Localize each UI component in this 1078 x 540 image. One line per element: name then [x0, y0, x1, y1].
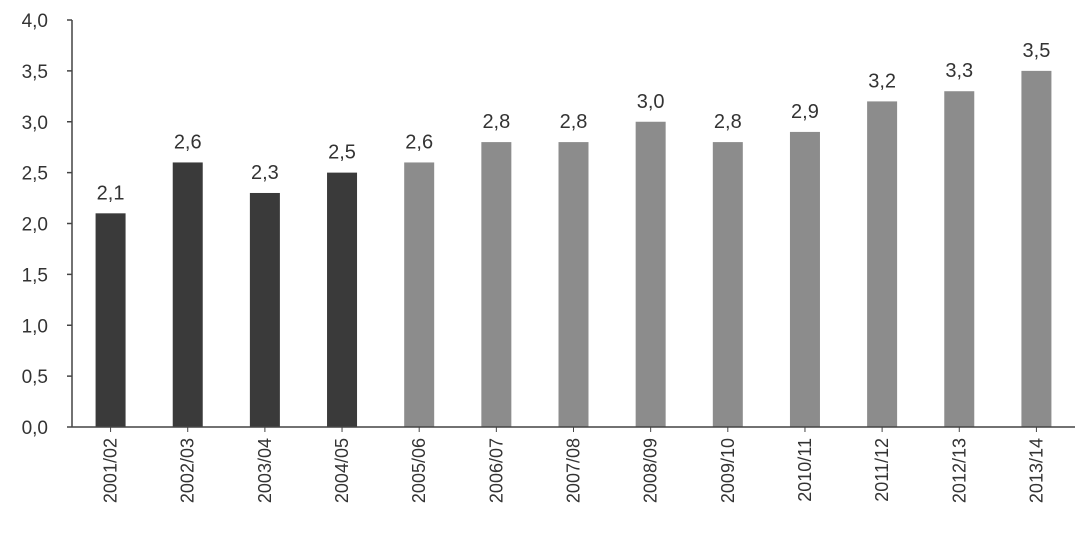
bar-2006-07 — [481, 142, 512, 427]
data-labels: 2,1 2,6 2,3 2,5 2,6 2,8 2,8 3,0 2,8 2,9 3,2 3,3 3,5 — [97, 40, 1051, 204]
y-tick-label: 4,0 — [22, 11, 48, 32]
x-tick-label: 2012/13 — [949, 438, 969, 503]
y-tick-label: 1,5 — [22, 265, 48, 286]
x-axis: 2001/02 2002/03 2003/04 2004/05 2005/06 2006/… — [72, 426, 1075, 503]
bar-2009-10 — [712, 142, 743, 427]
bar-2001-02 — [95, 213, 126, 427]
bar-2004-05 — [327, 172, 358, 427]
data-label: 2,9 — [791, 101, 819, 123]
data-label: 3,0 — [637, 91, 665, 113]
bars — [95, 70, 1052, 428]
bar-2005-06 — [404, 162, 435, 427]
y-tick-label: 0,5 — [22, 367, 48, 388]
bar-2013-14 — [1021, 70, 1052, 427]
y-tick-label: 2,0 — [22, 215, 48, 236]
y-tick-label: 1,0 — [22, 316, 48, 337]
x-tick-label: 2009/10 — [718, 438, 738, 503]
y-tick-label: 0,0 — [22, 418, 48, 439]
bar-2003-04 — [249, 192, 280, 427]
data-label: 2,6 — [405, 131, 433, 153]
bar-2008-09 — [635, 121, 666, 427]
data-label: 2,1 — [97, 182, 125, 204]
x-tick-label: 2005/06 — [409, 438, 429, 503]
y-tick-label: 3,0 — [22, 113, 48, 134]
x-tick-label: 2004/05 — [332, 438, 352, 503]
x-tick-label: 2007/08 — [564, 438, 584, 503]
data-label: 3,3 — [945, 60, 973, 82]
bar-2007-08 — [558, 142, 589, 427]
data-label: 3,2 — [868, 70, 896, 92]
bar-2002-03 — [172, 162, 203, 427]
y-tick-label: 3,5 — [22, 62, 48, 83]
data-label: 2,8 — [560, 111, 588, 133]
data-label: 2,6 — [174, 131, 202, 153]
x-tick-label: 2011/12 — [872, 438, 892, 502]
data-label: 2,8 — [714, 111, 742, 133]
x-tick-label: 2006/07 — [486, 438, 506, 503]
x-tick-label: 2003/04 — [255, 438, 275, 503]
data-label: 2,8 — [482, 111, 510, 133]
bar-2010-11 — [789, 131, 820, 428]
data-label: 3,5 — [1023, 40, 1051, 62]
y-tick-label: 2,5 — [22, 164, 48, 185]
x-tick-label: 2001/02 — [101, 438, 121, 503]
data-label: 2,5 — [328, 142, 356, 164]
x-tick-label: 2010/11 — [795, 438, 815, 502]
bar-2011-12 — [867, 101, 898, 428]
data-label: 2,3 — [251, 162, 279, 184]
bar-2012-13 — [944, 91, 975, 427]
x-tick-label: 2002/03 — [178, 438, 198, 503]
x-tick-label: 2008/09 — [641, 438, 661, 503]
x-tick-label: 2013/14 — [1026, 438, 1046, 503]
y-axis: 0,0 0,5 1,0 1,5 2,0 2,5 3,0 3,5 4,0 — [22, 11, 73, 439]
